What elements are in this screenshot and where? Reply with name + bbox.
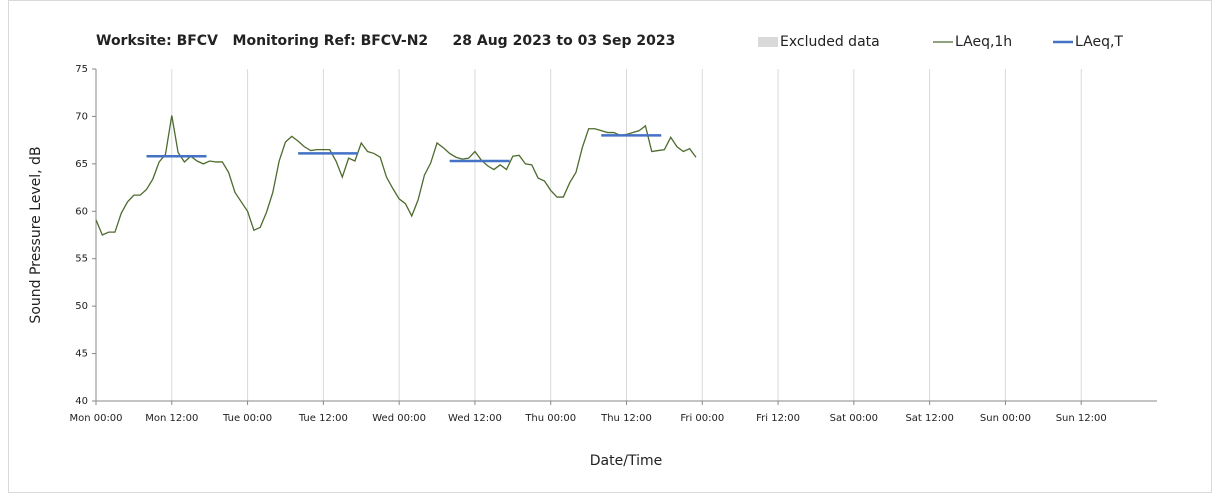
line-series [95, 115, 697, 236]
legend-label: Excluded data [780, 34, 880, 50]
y-tick-label: 70 [75, 111, 88, 122]
x-tick-label: Sat 00:00 [830, 413, 878, 424]
legend-swatch [758, 37, 778, 47]
x-tick-label: Thu 12:00 [600, 413, 652, 424]
x-tick-label: Wed 00:00 [372, 413, 426, 424]
x-tick-label: Fri 00:00 [680, 413, 724, 424]
y-tick-label: 40 [75, 396, 88, 407]
x-tick-label: Thu 00:00 [524, 413, 576, 424]
x-tick-label: Tue 00:00 [222, 413, 272, 424]
x-tick-label: Wed 12:00 [448, 413, 502, 424]
x-tick-label: Fri 12:00 [756, 413, 800, 424]
x-tick-label: Mon 00:00 [69, 413, 122, 424]
y-tick-label: 65 [75, 159, 88, 170]
legend-label: LAeq,1h [955, 34, 1012, 50]
y-tick-label: 45 [75, 349, 88, 360]
legend-label: LAeq,T [1075, 34, 1123, 50]
x-axis-label: Date/Time [590, 453, 662, 469]
x-tick-label: Mon 12:00 [145, 413, 198, 424]
x-tick-label: Sun 12:00 [1056, 413, 1107, 424]
y-axis-label: Sound Pressure Level, dB [28, 146, 44, 323]
x-tick-label: Sat 12:00 [905, 413, 953, 424]
line-series [146, 134, 662, 163]
chart-title: Worksite: BFCV Monitoring Ref: BFCV-N2 2… [96, 33, 675, 49]
chart-border [8, 0, 1212, 493]
y-tick-label: 75 [75, 64, 88, 75]
y-tick-label: 60 [75, 206, 88, 217]
y-tick-label: 55 [75, 254, 88, 265]
x-tick-label: Tue 12:00 [298, 413, 348, 424]
x-tick-label: Sun 00:00 [980, 413, 1031, 424]
y-tick-label: 50 [75, 301, 88, 312]
